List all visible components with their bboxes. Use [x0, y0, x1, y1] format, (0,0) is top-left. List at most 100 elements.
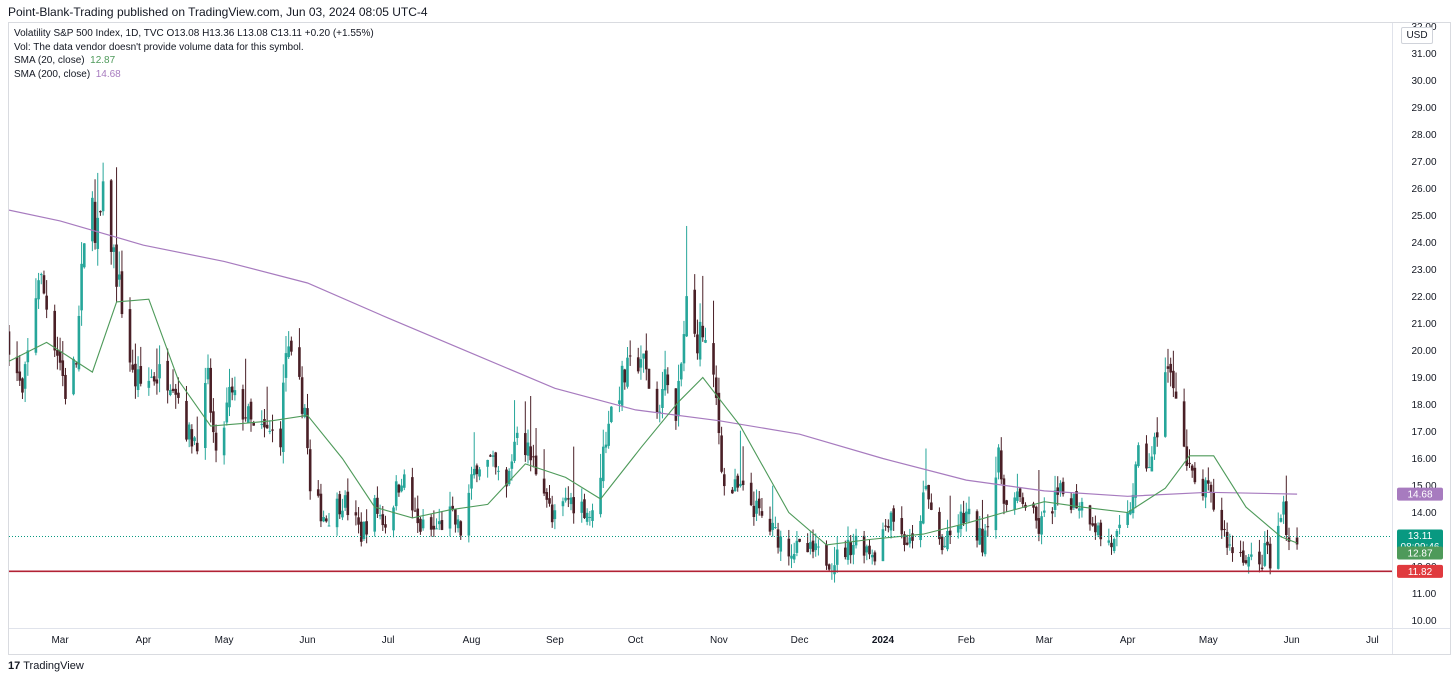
candle-body	[475, 465, 479, 475]
volume-notice: Vol: The data vendor doesn't provide vol…	[14, 41, 304, 53]
candle-body	[225, 402, 229, 423]
candle-body	[1247, 556, 1250, 567]
candle-body	[306, 408, 309, 449]
y-tick-label: 30.00	[1411, 76, 1436, 87]
candle-body	[760, 511, 764, 516]
tradingview-brand: TradingView	[23, 660, 84, 672]
x-tick-label: 2024	[872, 635, 895, 646]
candle-body	[260, 423, 264, 425]
y-tick-label: 29.00	[1411, 103, 1436, 114]
candle-body	[392, 507, 395, 531]
candle-body	[1172, 370, 1175, 389]
candle-body	[959, 511, 963, 530]
candle-body	[1091, 523, 1094, 526]
currency-selector[interactable]: USD	[1401, 27, 1433, 44]
candle-body	[1069, 498, 1073, 510]
candle-body	[233, 390, 237, 396]
candle-body	[56, 350, 59, 356]
candle-body	[924, 485, 928, 490]
candle-body	[661, 389, 664, 408]
candle-body	[432, 525, 436, 530]
candle-body	[80, 263, 83, 311]
publisher-bar: Point-Blank-Trading published on Trading…	[0, 0, 1456, 22]
candle-body	[23, 364, 27, 389]
candle-body	[1244, 560, 1248, 564]
x-tick-label: Aug	[463, 635, 481, 646]
chart-legend: Volatility S&P 500 Index, 1D, TVC O13.08…	[14, 27, 374, 81]
candle-body	[214, 432, 218, 451]
candle-body	[335, 498, 339, 528]
candle-body	[833, 565, 836, 575]
y-tick-label: 14.00	[1411, 508, 1436, 519]
candle-body	[771, 522, 774, 530]
candle-body	[620, 365, 624, 406]
candle-body	[722, 474, 726, 487]
candle-body	[717, 392, 721, 434]
candle-body	[712, 343, 715, 375]
candle-body	[247, 406, 250, 424]
candles-group	[9, 162, 1299, 583]
candle-body	[642, 353, 645, 359]
candle-body	[1061, 481, 1065, 495]
candle-body	[852, 545, 855, 555]
y-tick-label: 28.00	[1411, 130, 1436, 141]
candle-body	[628, 355, 632, 357]
x-tick-label: Dec	[791, 635, 809, 646]
candle-body	[905, 542, 909, 545]
candle-body	[378, 515, 382, 517]
candle-body	[37, 280, 40, 300]
candle-body	[284, 353, 288, 378]
candle-body	[548, 498, 551, 504]
candle-body	[645, 350, 648, 370]
candle-body	[677, 380, 680, 417]
candle-body	[212, 411, 215, 433]
y-tick-label: 15.00	[1411, 481, 1436, 492]
candle-body	[128, 309, 132, 363]
y-tick-label: 19.00	[1411, 373, 1436, 384]
candle-body	[1228, 544, 1232, 546]
candle-body	[53, 310, 57, 351]
candle-body	[77, 315, 81, 370]
candle-body	[545, 492, 549, 500]
candle-body	[169, 390, 172, 395]
y-tick-label: 18.00	[1411, 400, 1436, 411]
sma20-value: 12.87	[90, 55, 116, 66]
candle-body	[884, 525, 887, 527]
candle-body	[1096, 525, 1100, 536]
candle-body	[1268, 543, 1272, 569]
last-close-label: 13.11	[1408, 531, 1433, 542]
candle-body	[1018, 488, 1022, 498]
candle-body	[647, 368, 651, 389]
candle-body	[1250, 554, 1253, 557]
candle-body	[193, 437, 196, 442]
candle-body	[981, 528, 984, 553]
candle-body	[798, 538, 801, 542]
candle-body	[752, 505, 756, 517]
candle-body	[1075, 491, 1078, 509]
candle-body	[21, 378, 24, 393]
candle-body	[1134, 464, 1138, 498]
candle-body	[271, 429, 274, 431]
candle-body	[185, 400, 188, 440]
candle-body	[588, 516, 592, 518]
candle-body	[835, 549, 839, 565]
candle-body	[373, 498, 377, 532]
candle-body	[187, 424, 191, 440]
candle-body	[397, 484, 401, 493]
candle-body	[1051, 511, 1054, 514]
price-label-box	[1397, 564, 1443, 578]
candle-body	[456, 519, 460, 529]
candle-body	[171, 388, 175, 391]
candle-body	[1126, 512, 1129, 525]
candle-body	[93, 201, 97, 243]
candle-body	[679, 363, 683, 380]
candle-body	[908, 537, 912, 544]
candle-body	[510, 461, 514, 469]
candle-body	[249, 401, 253, 420]
candle-body	[101, 181, 105, 212]
candle-body	[152, 376, 156, 382]
candle-body	[341, 510, 344, 518]
x-tick-label: Jul	[1366, 635, 1379, 646]
candle-body	[881, 529, 885, 562]
